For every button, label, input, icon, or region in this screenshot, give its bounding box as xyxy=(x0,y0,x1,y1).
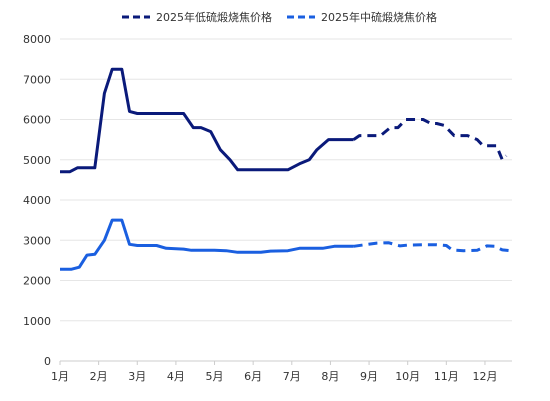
y-tick-label: 3000 xyxy=(23,234,51,247)
series-2-forecast-line xyxy=(353,241,511,253)
x-tick-label: 7月 xyxy=(283,370,301,383)
y-tick-label: 7000 xyxy=(23,73,51,86)
y-tick-label: 1000 xyxy=(23,315,51,328)
y-tick-label: 5000 xyxy=(23,154,51,167)
x-tick-label: 10月 xyxy=(395,370,420,383)
x-tick-label: 1月 xyxy=(51,370,69,383)
x-tick-label: 12月 xyxy=(472,370,497,383)
axes: 0 1000 2000 3000 4000 5000 6000 7000 8000 1月 2月 3月 4… xyxy=(23,33,512,383)
legend-label-1: 2025年低硫煅烧焦价格 xyxy=(156,10,272,24)
series-2-actual-line xyxy=(60,218,354,271)
y-tick-label: 8000 xyxy=(23,33,51,46)
legend: 2025年低硫煅烧焦价格 2025年中硫煅烧焦价格 xyxy=(122,10,437,24)
x-tick-label: 9月 xyxy=(360,370,378,383)
legend-label-2: 2025年中硫煅烧焦价格 xyxy=(321,10,437,24)
y-tick-label: 0 xyxy=(44,355,51,368)
series-1-forecast-line xyxy=(352,118,508,162)
x-tick-label: 6月 xyxy=(244,370,262,383)
x-tick-label: 4月 xyxy=(167,370,185,383)
x-tick-label: 8月 xyxy=(321,370,339,383)
series-1-actual-line xyxy=(60,67,354,174)
x-tick-label: 2月 xyxy=(90,370,108,383)
x-tick-label: 11月 xyxy=(434,370,459,383)
y-tick-label: 4000 xyxy=(23,194,51,207)
series-lines xyxy=(60,67,511,271)
gridlines xyxy=(60,38,512,362)
x-tick-label: 3月 xyxy=(128,370,146,383)
y-tick-label: 2000 xyxy=(23,275,51,288)
x-tick-label: 5月 xyxy=(206,370,224,383)
y-tick-label: 6000 xyxy=(23,114,51,127)
